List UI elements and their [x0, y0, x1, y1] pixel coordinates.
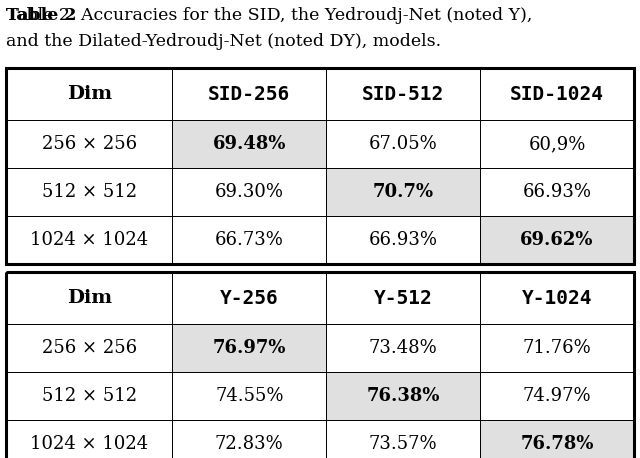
- Bar: [326, 168, 480, 216]
- Bar: [6, 324, 172, 372]
- Bar: [172, 168, 326, 216]
- Text: SID-512: SID-512: [362, 84, 444, 104]
- Bar: [6, 420, 172, 458]
- Bar: [6, 168, 172, 216]
- Bar: [480, 68, 634, 120]
- Text: 256 × 256: 256 × 256: [42, 339, 137, 357]
- Text: 60,9%: 60,9%: [529, 135, 586, 153]
- Bar: [480, 120, 634, 168]
- Text: 66.93%: 66.93%: [369, 231, 438, 249]
- Text: Dim: Dim: [67, 85, 112, 103]
- Bar: [6, 272, 634, 458]
- Bar: [172, 420, 326, 458]
- Text: 69.30%: 69.30%: [215, 183, 284, 201]
- Bar: [6, 68, 172, 120]
- Bar: [326, 272, 480, 324]
- Text: SID-1024: SID-1024: [510, 84, 604, 104]
- Bar: [6, 216, 172, 264]
- Text: 66.93%: 66.93%: [523, 183, 591, 201]
- Text: SID-256: SID-256: [208, 84, 291, 104]
- Text: 67.05%: 67.05%: [369, 135, 438, 153]
- Bar: [172, 216, 326, 264]
- Text: Y-256: Y-256: [220, 289, 279, 307]
- Bar: [6, 272, 172, 324]
- Bar: [480, 168, 634, 216]
- Bar: [6, 68, 634, 264]
- Bar: [480, 216, 634, 264]
- Text: 74.55%: 74.55%: [215, 387, 284, 405]
- Bar: [480, 272, 634, 324]
- Bar: [172, 372, 326, 420]
- Text: Table 2. Accuracies for the SID, the Yedroudj-Net (noted Y),: Table 2. Accuracies for the SID, the Yed…: [6, 7, 532, 24]
- Text: Dim: Dim: [67, 289, 112, 307]
- Bar: [172, 272, 326, 324]
- Bar: [326, 120, 480, 168]
- Bar: [326, 324, 480, 372]
- Bar: [172, 68, 326, 120]
- Bar: [6, 372, 172, 420]
- Text: 512 × 512: 512 × 512: [42, 183, 137, 201]
- Text: Y-512: Y-512: [374, 289, 433, 307]
- Bar: [6, 120, 172, 168]
- Bar: [480, 324, 634, 372]
- Text: Y-1024: Y-1024: [522, 289, 593, 307]
- Text: 73.57%: 73.57%: [369, 435, 438, 453]
- Text: 76.78%: 76.78%: [520, 435, 594, 453]
- Text: 76.97%: 76.97%: [212, 339, 286, 357]
- Bar: [172, 120, 326, 168]
- Text: 72.83%: 72.83%: [215, 435, 284, 453]
- Bar: [480, 420, 634, 458]
- Bar: [326, 68, 480, 120]
- Bar: [172, 324, 326, 372]
- Text: 1024 × 1024: 1024 × 1024: [30, 435, 148, 453]
- Bar: [326, 216, 480, 264]
- Text: 73.48%: 73.48%: [369, 339, 438, 357]
- Text: 256 × 256: 256 × 256: [42, 135, 137, 153]
- Text: 1024 × 1024: 1024 × 1024: [30, 231, 148, 249]
- Text: 66.73%: 66.73%: [215, 231, 284, 249]
- Text: 71.76%: 71.76%: [523, 339, 591, 357]
- Text: 74.97%: 74.97%: [523, 387, 591, 405]
- Bar: [326, 420, 480, 458]
- Bar: [326, 372, 480, 420]
- Text: 69.48%: 69.48%: [212, 135, 286, 153]
- Text: 70.7%: 70.7%: [372, 183, 434, 201]
- Bar: [480, 372, 634, 420]
- Text: 69.62%: 69.62%: [520, 231, 594, 249]
- Text: and the Dilated-Yedroudj-Net (noted DY), models.: and the Dilated-Yedroudj-Net (noted DY),…: [6, 33, 441, 50]
- Text: 76.38%: 76.38%: [367, 387, 440, 405]
- Text: Table 2: Table 2: [6, 7, 76, 24]
- Text: 512 × 512: 512 × 512: [42, 387, 137, 405]
